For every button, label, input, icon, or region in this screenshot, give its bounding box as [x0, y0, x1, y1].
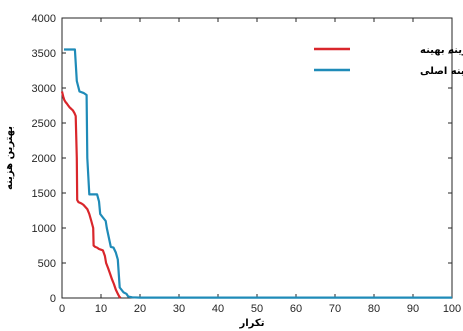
y-tick-label: 1500	[32, 188, 56, 200]
x-tick-label: 100	[443, 303, 461, 315]
x-tick-label: 90	[407, 303, 419, 315]
y-axis-ticks: 0 500 1000 1500 2000 2500 3000 3500 4000	[32, 13, 452, 305]
x-tick-label: 60	[290, 303, 302, 315]
legend: هزینه بهینه هزینه اصلی	[314, 45, 463, 77]
y-tick-label: 2000	[32, 153, 56, 165]
y-tick-label: 0	[50, 293, 56, 305]
x-tick-label: 80	[368, 303, 380, 315]
y-tick-label: 3500	[32, 48, 56, 60]
series-layer	[60, 48, 452, 299]
x-tick-label: 70	[329, 303, 341, 315]
x-tick-label: 0	[59, 303, 65, 315]
y-tick-label: 3000	[32, 83, 56, 95]
x-tick-label: 40	[212, 303, 224, 315]
x-tick-label: 20	[134, 303, 146, 315]
y-tick-label: 500	[38, 258, 56, 270]
x-axis-label: تکرار	[239, 318, 265, 329]
x-tick-label: 10	[95, 303, 107, 315]
legend-label-0: هزینه بهینه	[420, 45, 463, 56]
series-line-1	[64, 48, 452, 299]
x-tick-label: 50	[251, 303, 263, 315]
legend-label-1: هزینه اصلی	[420, 66, 463, 77]
y-tick-label: 2500	[32, 118, 56, 130]
y-tick-label: 1000	[32, 223, 56, 235]
plot-area	[61, 17, 453, 299]
x-axis-ticks: 0 10 20 30 40 50 60 70 80 90 100	[59, 18, 461, 315]
x-tick-label: 30	[173, 303, 185, 315]
y-tick-label: 4000	[32, 13, 56, 25]
series-line-0	[60, 91, 122, 299]
y-axis-label: بهترین هزینه	[4, 126, 15, 190]
